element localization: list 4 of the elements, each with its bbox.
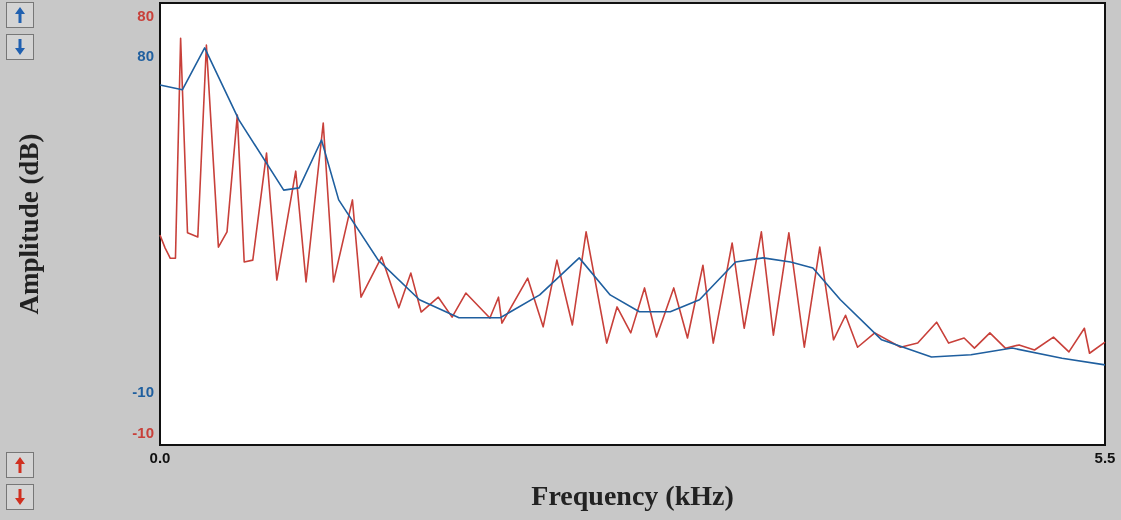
x-axis-title: Frequency (kHz) [531, 479, 734, 511]
x-tick-label: 5.5 [1094, 449, 1116, 466]
x-tick-label: 0.0 [149, 449, 171, 466]
y2-axis-title: Amplitude (dB) [13, 133, 44, 315]
